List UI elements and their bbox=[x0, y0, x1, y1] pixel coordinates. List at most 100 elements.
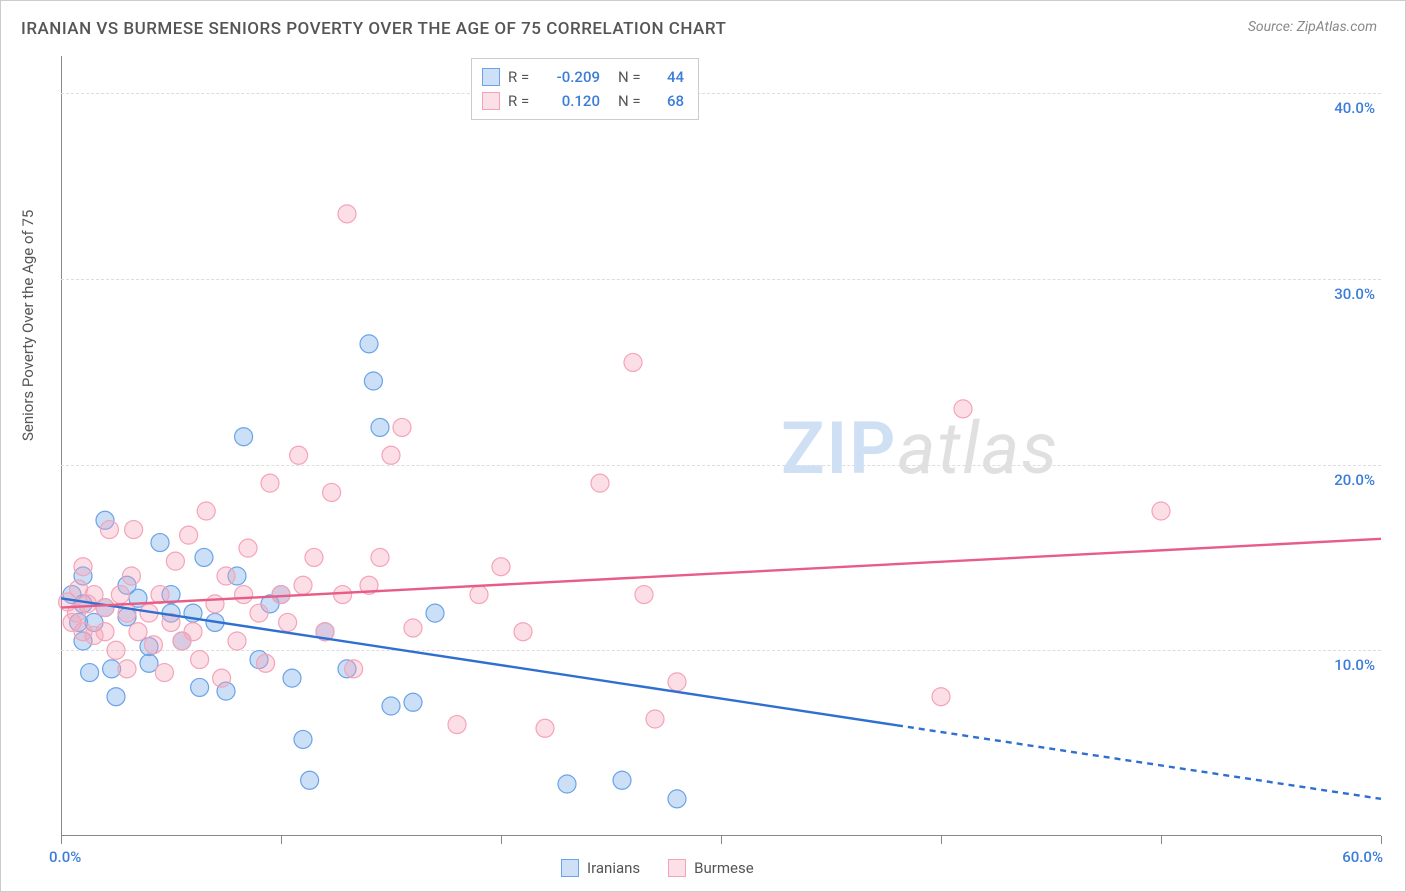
legend-n-value: 44 bbox=[654, 65, 684, 89]
x-tick bbox=[501, 836, 502, 844]
data-point bbox=[74, 558, 92, 576]
data-point bbox=[360, 335, 378, 353]
data-point bbox=[613, 771, 631, 789]
x-tick bbox=[941, 836, 942, 844]
data-point bbox=[191, 678, 209, 696]
data-point bbox=[111, 586, 129, 604]
data-point bbox=[668, 790, 686, 808]
data-point bbox=[283, 669, 301, 687]
legend-row: R =-0.209N =44 bbox=[482, 65, 684, 89]
data-point bbox=[118, 660, 136, 678]
data-point bbox=[195, 548, 213, 566]
data-point bbox=[166, 552, 184, 570]
data-point bbox=[151, 586, 169, 604]
data-point bbox=[470, 586, 488, 604]
data-point bbox=[180, 526, 198, 544]
data-point bbox=[250, 604, 268, 622]
data-point bbox=[364, 372, 382, 390]
data-point bbox=[301, 771, 319, 789]
data-point bbox=[323, 483, 341, 501]
data-point bbox=[257, 654, 275, 672]
legend-n-label: N = bbox=[618, 65, 646, 89]
plot-svg bbox=[61, 56, 1381, 836]
legend-r-value: -0.209 bbox=[544, 65, 600, 89]
data-point bbox=[151, 534, 169, 552]
trend-line-dashed bbox=[897, 725, 1381, 799]
data-point bbox=[235, 586, 253, 604]
data-point bbox=[129, 623, 147, 641]
legend-swatch bbox=[482, 68, 500, 86]
legend-r-label: R = bbox=[508, 89, 536, 113]
legend-row: R = 0.120 N = 68 bbox=[482, 89, 684, 113]
data-point bbox=[239, 539, 257, 557]
data-point bbox=[81, 664, 99, 682]
data-point bbox=[155, 664, 173, 682]
y-tick-label: 10.0% bbox=[1334, 656, 1375, 674]
data-point bbox=[122, 567, 140, 585]
trend-line bbox=[61, 598, 897, 725]
x-tick bbox=[721, 836, 722, 844]
source-attribution: Source: ZipAtlas.com bbox=[1248, 19, 1377, 35]
data-point bbox=[345, 660, 363, 678]
data-point bbox=[228, 632, 246, 650]
data-point bbox=[96, 599, 114, 617]
data-point bbox=[206, 595, 224, 613]
data-point bbox=[290, 446, 308, 464]
series-legend-item: Burmese bbox=[668, 859, 754, 877]
chart-title: IRANIAN VS BURMESE SENIORS POVERTY OVER … bbox=[21, 19, 726, 39]
x-tick bbox=[61, 836, 62, 844]
data-point bbox=[624, 353, 642, 371]
data-point bbox=[954, 400, 972, 418]
data-point bbox=[107, 688, 125, 706]
data-point bbox=[294, 730, 312, 748]
legend-swatch bbox=[561, 859, 579, 877]
data-point bbox=[338, 205, 356, 223]
y-tick-label: 40.0% bbox=[1334, 99, 1375, 117]
data-point bbox=[591, 474, 609, 492]
data-point bbox=[235, 428, 253, 446]
x-tick bbox=[281, 836, 282, 844]
series-legend-item: Iranians bbox=[561, 859, 640, 877]
plot-area: ZIPatlas R =-0.209N =44R =0.120N =68 10.… bbox=[61, 56, 1381, 836]
data-point bbox=[125, 521, 143, 539]
legend-swatch bbox=[668, 859, 686, 877]
data-point bbox=[382, 697, 400, 715]
data-point bbox=[536, 719, 554, 737]
data-point bbox=[334, 586, 352, 604]
data-point bbox=[646, 710, 664, 728]
chart-container: IRANIAN VS BURMESE SENIORS POVERTY OVER … bbox=[0, 0, 1406, 892]
data-point bbox=[279, 613, 297, 631]
data-point bbox=[668, 673, 686, 691]
series-name: Iranians bbox=[587, 859, 640, 877]
data-point bbox=[217, 567, 235, 585]
legend-r-value: 0.120 bbox=[544, 89, 600, 113]
legend-n-label: N = bbox=[618, 89, 646, 113]
y-axis-label: Seniors Poverty Over the Age of 75 bbox=[19, 210, 37, 441]
x-tick-label: 0.0% bbox=[49, 848, 81, 866]
data-point bbox=[514, 623, 532, 641]
legend-n-value: 68 bbox=[654, 89, 684, 113]
data-point bbox=[144, 636, 162, 654]
data-point bbox=[272, 586, 290, 604]
data-point bbox=[371, 548, 389, 566]
data-point bbox=[184, 623, 202, 641]
data-point bbox=[448, 716, 466, 734]
data-point bbox=[371, 418, 389, 436]
data-point bbox=[558, 775, 576, 793]
x-tick bbox=[1381, 836, 1382, 844]
data-point bbox=[404, 619, 422, 637]
data-point bbox=[426, 604, 444, 622]
data-point bbox=[197, 502, 215, 520]
correlation-legend: R = -0.209 N = 44R = 0.120 N = 68 bbox=[471, 58, 699, 120]
data-point bbox=[382, 446, 400, 464]
trend-line bbox=[61, 539, 1381, 608]
data-point bbox=[393, 418, 411, 436]
data-point bbox=[932, 688, 950, 706]
data-point bbox=[1152, 502, 1170, 520]
series-legend: Iranians Burmese bbox=[561, 859, 754, 877]
data-point bbox=[107, 641, 125, 659]
y-tick-label: 20.0% bbox=[1334, 471, 1375, 489]
data-point bbox=[404, 693, 422, 711]
x-tick-label: 60.0% bbox=[1342, 848, 1383, 866]
data-point bbox=[492, 558, 510, 576]
